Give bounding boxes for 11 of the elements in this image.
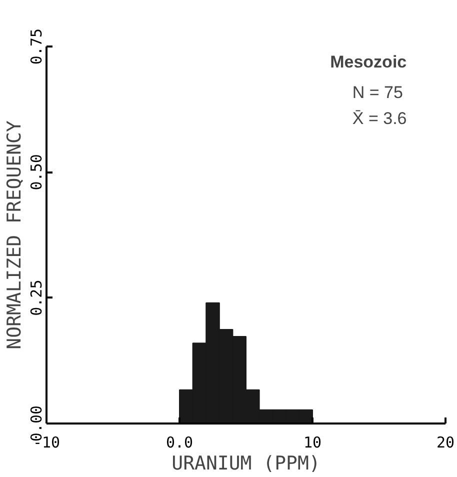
- x-axis-title: URANIUM (PPM): [172, 452, 320, 474]
- y-tick-label: 0.25: [28, 280, 46, 316]
- annotation: N = 75: [352, 82, 403, 102]
- y-tick-label: 0.50: [28, 154, 46, 190]
- y-axis-title: NORMALIZED FREQUENCY: [4, 120, 26, 350]
- y-tick-label: 0.75: [28, 28, 46, 65]
- x-tick-label: 10: [303, 434, 322, 452]
- x-tick-label: 20: [436, 434, 455, 452]
- annotation: X̄ = 3.6: [352, 108, 407, 128]
- annotation: Mesozoic: [330, 52, 407, 72]
- x-tick-label: 0.0: [166, 434, 194, 452]
